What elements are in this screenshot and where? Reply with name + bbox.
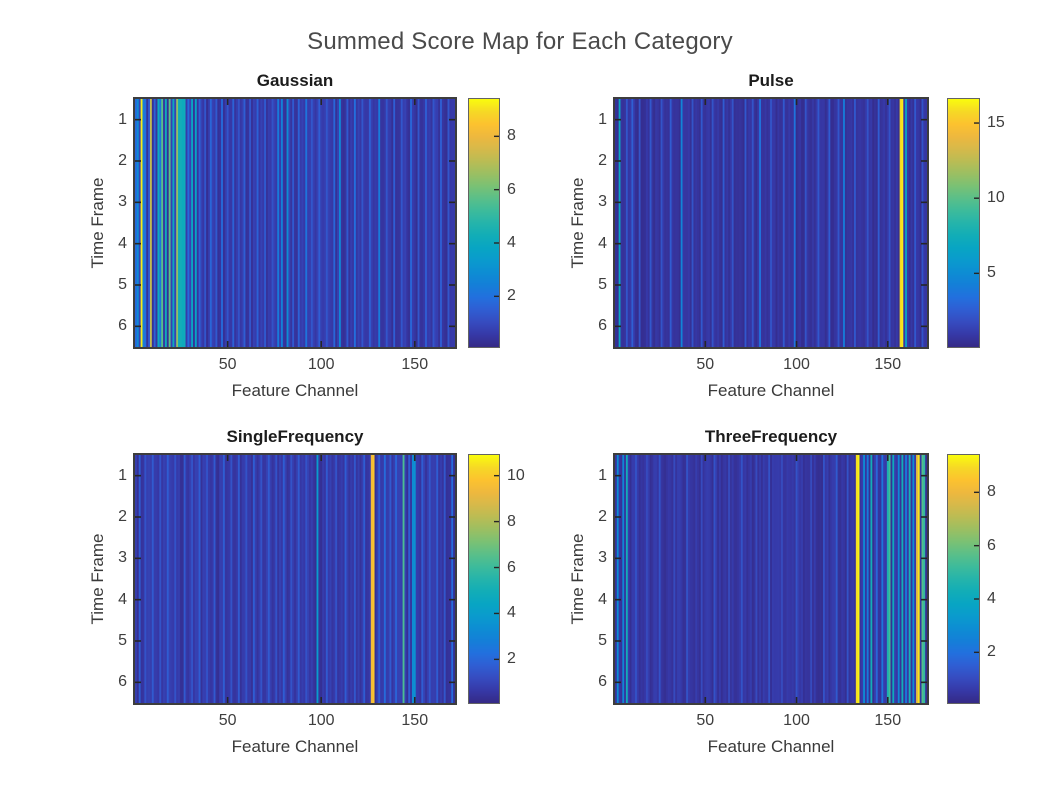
y-tick-label: 2 xyxy=(118,152,127,169)
y-tick-label: 4 xyxy=(118,590,127,608)
subplot-threefrequency: ThreeFrequency Time Frame Feature Channe… xyxy=(535,423,1027,769)
colorbar-tick-label: 6 xyxy=(507,180,516,198)
subplot-pulse: Pulse Time Frame Feature Channel 50 100 15… xyxy=(535,67,1027,413)
x-tick-label: 150 xyxy=(874,356,902,373)
y-tick-label: 5 xyxy=(118,632,127,649)
y-tick-label: 6 xyxy=(598,317,607,335)
x-axis-label: Feature Channel xyxy=(231,381,359,400)
x-tick-label: 150 xyxy=(401,712,429,729)
x-axis-label: Feature Channel xyxy=(231,737,359,756)
y-tick-label: 2 xyxy=(598,508,607,525)
colorbar-tick-label: 15 xyxy=(987,114,1005,132)
colorbar-tick-label: 2 xyxy=(507,650,516,668)
y-tick-label: 1 xyxy=(118,466,127,484)
figure-title: Summed Score Map for Each Category xyxy=(307,28,733,55)
colorbar-tick-label: 4 xyxy=(507,234,516,251)
y-tick-label: 2 xyxy=(598,152,607,169)
y-tick-label: 3 xyxy=(118,193,127,211)
heatmap-singlefrequency xyxy=(133,453,457,705)
colorbar-tick-label: 6 xyxy=(507,558,516,576)
colorbar-tick-label: 8 xyxy=(507,512,516,530)
y-tick-label: 6 xyxy=(118,317,127,335)
subplot-title-gaussian: Gaussian xyxy=(256,71,334,90)
colorbar-tick-label: 4 xyxy=(507,604,516,622)
colorbar-singlefrequency xyxy=(468,454,500,704)
y-axis-label: Time Frame xyxy=(568,533,587,625)
colorbar-tick-label: 5 xyxy=(987,264,996,282)
y-tick-label: 4 xyxy=(598,234,607,252)
y-tick-label: 5 xyxy=(118,276,127,293)
x-tick-label: 50 xyxy=(218,712,237,729)
x-axis-label: Feature Channel xyxy=(707,737,835,756)
x-tick-label: 150 xyxy=(401,356,429,373)
y-tick-label: 6 xyxy=(598,673,607,691)
colorbar-tick-label: 8 xyxy=(507,127,516,145)
heatmap-gaussian xyxy=(133,97,457,349)
y-tick-label: 1 xyxy=(598,110,607,128)
y-tick-label: 5 xyxy=(598,632,607,649)
subplot-gaussian: Gaussian Time Frame Feature Channel 50 10… xyxy=(55,67,547,413)
x-tick-label: 150 xyxy=(874,712,902,729)
y-tick-label: 1 xyxy=(598,466,607,484)
colorbar-tick-label: 8 xyxy=(987,483,996,501)
colorbar-gaussian xyxy=(468,98,500,348)
x-tick-label: 50 xyxy=(696,712,715,729)
x-tick-label: 100 xyxy=(307,356,335,373)
heatmap-threefrequency xyxy=(613,453,929,705)
y-tick-label: 5 xyxy=(598,276,607,293)
subplot-singlefrequency: SingleFrequency Time Frame Feature Chann… xyxy=(55,423,547,769)
y-axis-label: Time Frame xyxy=(88,177,107,269)
y-tick-label: 1 xyxy=(118,110,127,128)
subplot-title-threefrequency: ThreeFrequency xyxy=(704,427,838,446)
x-tick-label: 100 xyxy=(783,356,810,373)
colorbar-tick-label: 2 xyxy=(507,287,516,305)
y-axis-label: Time Frame xyxy=(568,177,587,269)
y-tick-label: 3 xyxy=(598,193,607,211)
subplot-title-pulse: Pulse xyxy=(748,71,794,90)
y-tick-label: 4 xyxy=(118,234,127,252)
y-tick-label: 2 xyxy=(118,508,127,525)
y-tick-label: 6 xyxy=(118,673,127,691)
x-tick-label: 50 xyxy=(696,356,715,373)
y-tick-label: 3 xyxy=(598,549,607,567)
colorbar-threefrequency xyxy=(947,454,980,704)
heatmap-pulse xyxy=(613,97,929,349)
x-tick-label: 100 xyxy=(307,712,335,729)
y-axis-label: Time Frame xyxy=(88,533,107,625)
x-tick-label: 50 xyxy=(218,356,237,373)
colorbar-tick-label: 2 xyxy=(987,643,996,661)
subplot-title-singlefrequency: SingleFrequency xyxy=(226,427,364,446)
colorbar-tick-label: 10 xyxy=(987,189,1005,207)
x-axis-label: Feature Channel xyxy=(707,381,835,400)
colorbar-tick-label: 6 xyxy=(987,536,996,554)
y-tick-label: 4 xyxy=(598,590,607,608)
colorbar-pulse xyxy=(947,98,980,348)
colorbar-tick-label: 4 xyxy=(987,590,996,607)
colorbar-tick-label: 10 xyxy=(507,466,525,484)
x-tick-label: 100 xyxy=(783,712,810,729)
y-tick-label: 3 xyxy=(118,549,127,567)
